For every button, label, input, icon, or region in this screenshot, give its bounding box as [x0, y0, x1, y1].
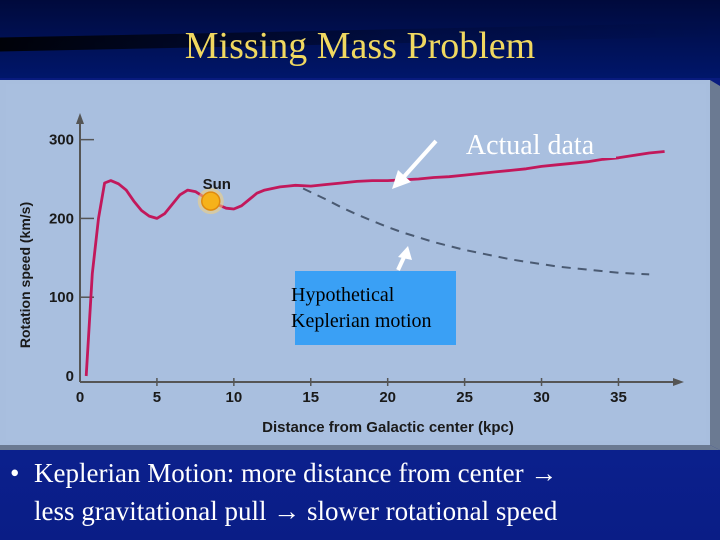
bullet-line-1: Keplerian Motion: more distance from cen… — [34, 456, 557, 490]
x-tick-label: 35 — [610, 389, 627, 406]
rotation-curve-figure: 0 5 10 15 20 25 30 35 0 100 200 300 Sun Distance fr… — [0, 80, 720, 450]
y-tick-label: 300 — [49, 132, 74, 149]
x-tick-label: 10 — [226, 389, 243, 406]
x-tick-label: 25 — [456, 389, 473, 406]
keplerian-arrow-head — [398, 246, 412, 260]
x-tick-label: 15 — [302, 389, 319, 406]
x-tick-label: 30 — [533, 389, 550, 406]
keplerian-curve — [302, 187, 650, 276]
y-axis-arrow — [76, 113, 84, 124]
bullet-line-2: less gravitational pull → slower rotatio… — [34, 494, 557, 528]
actual-rotation-curve — [84, 150, 665, 377]
x-axis-title: Distance from Galactic center (kpc) — [262, 419, 514, 436]
y-axis-title: Rotation speed (km/s) — [17, 202, 33, 348]
panel-shadow-bottom — [0, 445, 720, 450]
x-axis-arrow — [673, 378, 684, 386]
actual-data-callout-bg — [444, 124, 616, 158]
keplerian-callout-line2: Keplerian motion — [291, 310, 432, 332]
bullet-text-1: Keplerian Motion: more distance from cen… — [34, 458, 524, 488]
actual-data-arrow-line — [399, 139, 438, 182]
actual-data-callout: Actual data — [466, 130, 595, 161]
x-tick-label: 0 — [76, 389, 84, 406]
bullet-marker: • — [10, 458, 20, 488]
panel-shadow-right — [710, 80, 720, 450]
slide-title: Missing Mass Problem — [184, 25, 536, 67]
keplerian-callout: Hypothetical Keplerian motion — [291, 282, 471, 334]
sun-label: Sun — [203, 176, 231, 193]
y-tick-label: 100 — [49, 289, 74, 306]
x-tick-label: 5 — [153, 389, 161, 406]
keplerian-callout-box — [295, 271, 456, 345]
bullet-text-2: less gravitational pull — [34, 496, 267, 526]
title-band — [0, 0, 720, 78]
arrow-icon: → — [530, 458, 558, 488]
keplerian-callout-line1: Hypothetical — [291, 284, 395, 306]
sun-icon — [201, 191, 221, 211]
y-tick-label: 200 — [49, 210, 74, 227]
y-tick-label: 0 — [66, 368, 74, 385]
bullet-text-3: slower rotational speed — [306, 496, 558, 526]
arrow-icon: → — [273, 496, 301, 526]
x-tick-label: 20 — [379, 389, 396, 406]
actual-data-arrow-head — [392, 170, 411, 189]
